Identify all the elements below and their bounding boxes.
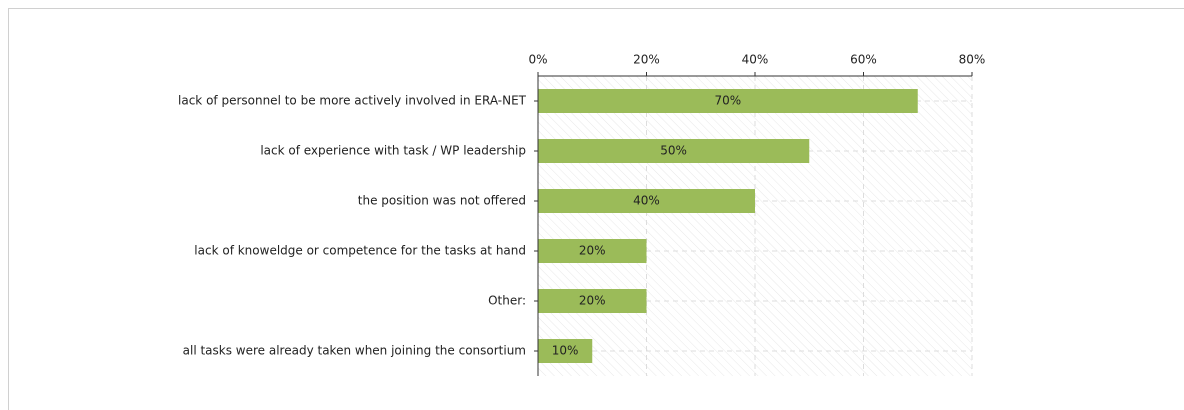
x-tick-label: 20%: [633, 53, 660, 67]
y-tick-label: Other:: [488, 294, 526, 308]
data-label: 70%: [715, 94, 742, 108]
y-tick-label: the position was not offered: [358, 194, 526, 208]
x-tick-label: 40%: [742, 53, 769, 67]
bar: [538, 289, 647, 313]
data-label: 50%: [660, 144, 687, 158]
bar: [538, 189, 755, 213]
y-tick-label: all tasks were already taken when joinin…: [183, 344, 526, 358]
frame: [8, 8, 1184, 410]
x-tick-label: 0%: [528, 53, 547, 67]
x-tick-label: 80%: [959, 53, 986, 67]
data-label: 20%: [579, 294, 606, 308]
data-label: 20%: [579, 244, 606, 258]
data-label: 10%: [552, 344, 579, 358]
bar: [538, 239, 647, 263]
bar: [538, 89, 918, 113]
bar: [538, 339, 593, 363]
y-tick-label: lack of experience with task / WP leader…: [260, 144, 526, 158]
data-label: 40%: [633, 194, 660, 208]
y-tick-label: lack of personnel to be more actively in…: [178, 94, 527, 108]
y-tick-label: lack of knoweldge or competence for the …: [194, 244, 526, 258]
x-tick-label: 60%: [850, 53, 877, 67]
bar: [538, 139, 810, 163]
